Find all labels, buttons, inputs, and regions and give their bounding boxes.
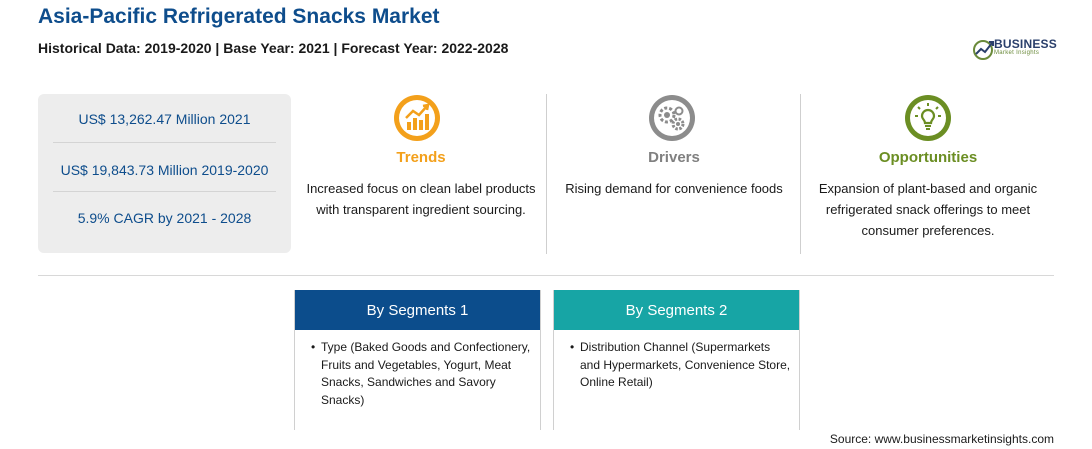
market-stats-card: US$ 13,262.47 Million 2021 US$ 19,843.73…	[38, 94, 291, 253]
stat-cagr: 5.9% CAGR by 2021 - 2028	[77, 210, 252, 226]
drivers-label: Drivers	[648, 149, 700, 166]
opportunities-label: Opportunities	[878, 149, 978, 166]
segment-2-title: By Segments 2	[554, 290, 799, 330]
page-subtitle: Historical Data: 2019-2020 | Base Year: …	[38, 40, 509, 56]
stat-market-size-historical: US$ 19,843.73 Million 2019-2020	[60, 162, 269, 178]
logo-wordmark: BUSINESS	[994, 37, 1057, 51]
column-divider	[800, 94, 801, 254]
segment-2-body: • Distribution Channel (Supermarkets and…	[554, 330, 799, 392]
segment-card-2: By Segments 2 • Distribution Channel (Su…	[553, 290, 800, 430]
page-title: Asia-Pacific Refrigerated Snacks Market	[38, 5, 440, 28]
source-credit: Source: www.businessmarketinsights.com	[829, 432, 1054, 446]
segment-1-body: • Type (Baked Goods and Confectionery, F…	[295, 330, 540, 409]
segment-1-title: By Segments 1	[295, 290, 540, 330]
logo-tagline: Market Insights	[994, 50, 1040, 56]
opportunities-description: Expansion of plant-based and organic ref…	[818, 181, 1038, 238]
bullet-point: •	[311, 340, 316, 354]
gears-icon	[649, 95, 695, 141]
stat-divider	[53, 142, 276, 143]
segment-1-text: Type (Baked Goods and Confectionery, Fru…	[321, 340, 531, 407]
trend-chart-icon	[394, 95, 440, 141]
lightbulb-icon	[905, 95, 951, 141]
stat-divider	[53, 191, 276, 192]
drivers-description: Rising demand for convenience foods	[565, 181, 783, 196]
segment-2-text: Distribution Channel (Supermarkets and H…	[580, 340, 791, 389]
globe-logo-icon	[973, 40, 994, 60]
stat-market-size-2021: US$ 13,262.47 Million 2021	[78, 111, 251, 127]
section-divider	[38, 275, 1054, 276]
segment-card-1: By Segments 1 • Type (Baked Goods and Co…	[294, 290, 541, 430]
trends-label: Trends	[396, 149, 446, 166]
column-divider	[546, 94, 547, 254]
bullet-point: •	[570, 340, 575, 354]
trends-description: Increased focus on clean label products …	[306, 181, 536, 217]
business-market-insights-logo: BUSINESS Market Insights	[972, 36, 1072, 62]
